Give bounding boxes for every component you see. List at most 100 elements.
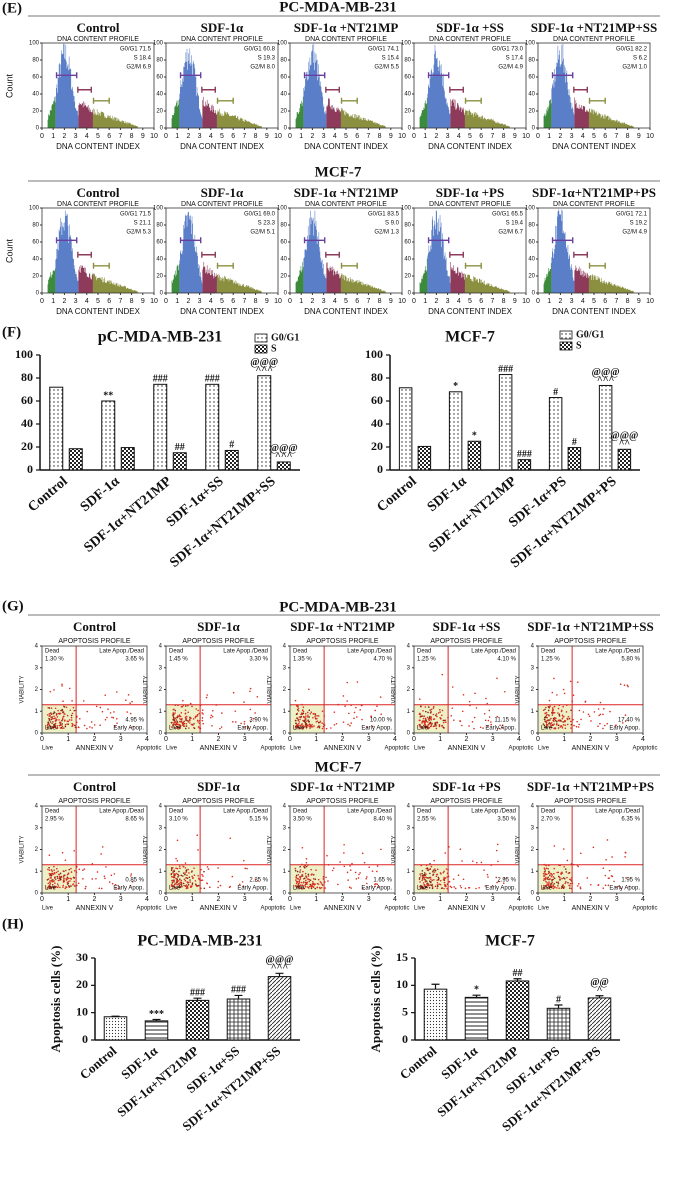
cell-dot — [53, 885, 56, 888]
cell-dot — [365, 877, 368, 880]
stat-text: G2/M 6.7 — [498, 230, 523, 236]
cell-dot — [355, 706, 357, 709]
cell-dot — [299, 724, 301, 727]
cell-dot — [238, 883, 241, 886]
x-tick-label: 4 — [209, 133, 213, 140]
cell-dot — [542, 709, 545, 712]
cell-dot — [425, 867, 428, 870]
cell-dot — [603, 708, 605, 710]
cell-dot — [186, 885, 189, 887]
cell-dot — [419, 873, 422, 875]
sample-title: SDF-1α +NT21MP — [294, 20, 399, 35]
axis-title: DNA CONTENT INDEX — [428, 142, 513, 151]
cell-dot — [65, 869, 67, 872]
cell-dot — [374, 885, 376, 888]
cell-dot — [180, 874, 183, 877]
cell-dot — [179, 881, 182, 884]
cell-dot — [47, 706, 50, 709]
y-tick-label: 60 — [32, 240, 39, 246]
cell-dot — [450, 714, 453, 717]
cell-dot — [605, 859, 607, 861]
cell-dot — [70, 714, 73, 717]
cell-dot — [421, 870, 424, 872]
cell-dot — [359, 872, 361, 874]
quadrant-label: Early Apop. — [609, 726, 640, 732]
cell-dot — [432, 874, 434, 876]
histogram-shape — [464, 109, 510, 128]
cell-dot — [450, 886, 453, 889]
cell-dot — [179, 715, 182, 718]
gate-bracket — [464, 262, 482, 269]
quadrant-label: Late Apop./Dead — [595, 649, 640, 655]
x-tick-label: SDF-1α — [425, 474, 470, 515]
quadrant-label: Late Apop./Dead — [347, 809, 392, 815]
cell-dot — [183, 725, 186, 727]
x-tick-label: 5 — [468, 298, 472, 305]
cell-dot — [315, 869, 317, 871]
y-tick-label: 80 — [280, 58, 287, 64]
cell-dot — [437, 876, 440, 879]
cell-dot — [553, 718, 556, 721]
bar — [144, 1020, 169, 1041]
cell-dot — [430, 708, 433, 711]
y-tick-label: 0 — [160, 126, 164, 132]
cell-dot — [418, 724, 421, 726]
x-tick-label: 1 — [562, 896, 566, 903]
cell-dot — [561, 886, 564, 889]
cell-dot — [424, 717, 427, 720]
cell-dot — [428, 880, 431, 882]
cell-dot — [426, 882, 429, 884]
y-tick-label: 100 — [401, 206, 412, 212]
cell-dot — [57, 885, 60, 887]
y-tick-label: 80 — [404, 58, 411, 64]
quadrant-label: Early Apop. — [485, 886, 516, 892]
cell-dot — [47, 878, 50, 880]
x-tick-label: 3 — [491, 736, 495, 743]
cell-dot — [56, 867, 58, 870]
y-tick-label: 10 — [76, 1004, 88, 1018]
x-tick-label: 3 — [446, 133, 450, 140]
quadrant-value: 3.90 % — [249, 718, 268, 724]
cell-dot — [361, 718, 363, 721]
cell-dot — [309, 879, 312, 882]
y-tick-label: 60 — [404, 240, 411, 246]
cell-dot — [550, 726, 553, 729]
cell-dot — [71, 712, 74, 715]
panel-label: (E) — [2, 0, 22, 16]
cell-dot — [553, 705, 556, 708]
cell-dot — [174, 709, 177, 712]
quadrant-value: 2.95 % — [497, 878, 516, 884]
cell-dot — [193, 722, 195, 725]
x-tick-label: SDF-1α — [78, 474, 123, 515]
cell-dot — [70, 885, 72, 887]
quadrant-value: 3.30 % — [249, 657, 268, 663]
cell-dot — [300, 881, 303, 884]
cell-dot — [426, 716, 429, 719]
cell-dot — [351, 862, 353, 865]
cell-dot — [197, 877, 200, 880]
sample-title: SDF-1α +NT21MP — [290, 779, 395, 794]
cell-dot — [547, 884, 550, 887]
cell-dot — [551, 881, 554, 884]
x-tick-label: 8 — [254, 298, 258, 305]
cell-dot — [297, 710, 300, 712]
y-tick-label: 4 — [35, 804, 39, 810]
cell-dot — [49, 887, 51, 889]
axis-title: DNA CONTENT INDEX — [56, 307, 141, 316]
cell-dot — [554, 886, 556, 889]
cell-dot — [435, 875, 438, 878]
cell-dot — [427, 711, 429, 714]
stat-text: G0/G1 71.5 — [120, 212, 152, 218]
cell-dot — [361, 852, 364, 855]
quadrant-value: 3.10 % — [169, 817, 188, 823]
cell-dot — [620, 887, 622, 890]
significance-label: @@@ — [250, 357, 278, 368]
cell-dot — [89, 726, 91, 728]
cell-dot — [549, 878, 551, 880]
cell-dot — [317, 715, 320, 717]
cell-dot — [65, 878, 68, 880]
cell-dot — [310, 887, 313, 890]
cell-dot — [311, 882, 314, 885]
cell-dot — [55, 885, 57, 888]
cell-dot — [198, 712, 200, 715]
